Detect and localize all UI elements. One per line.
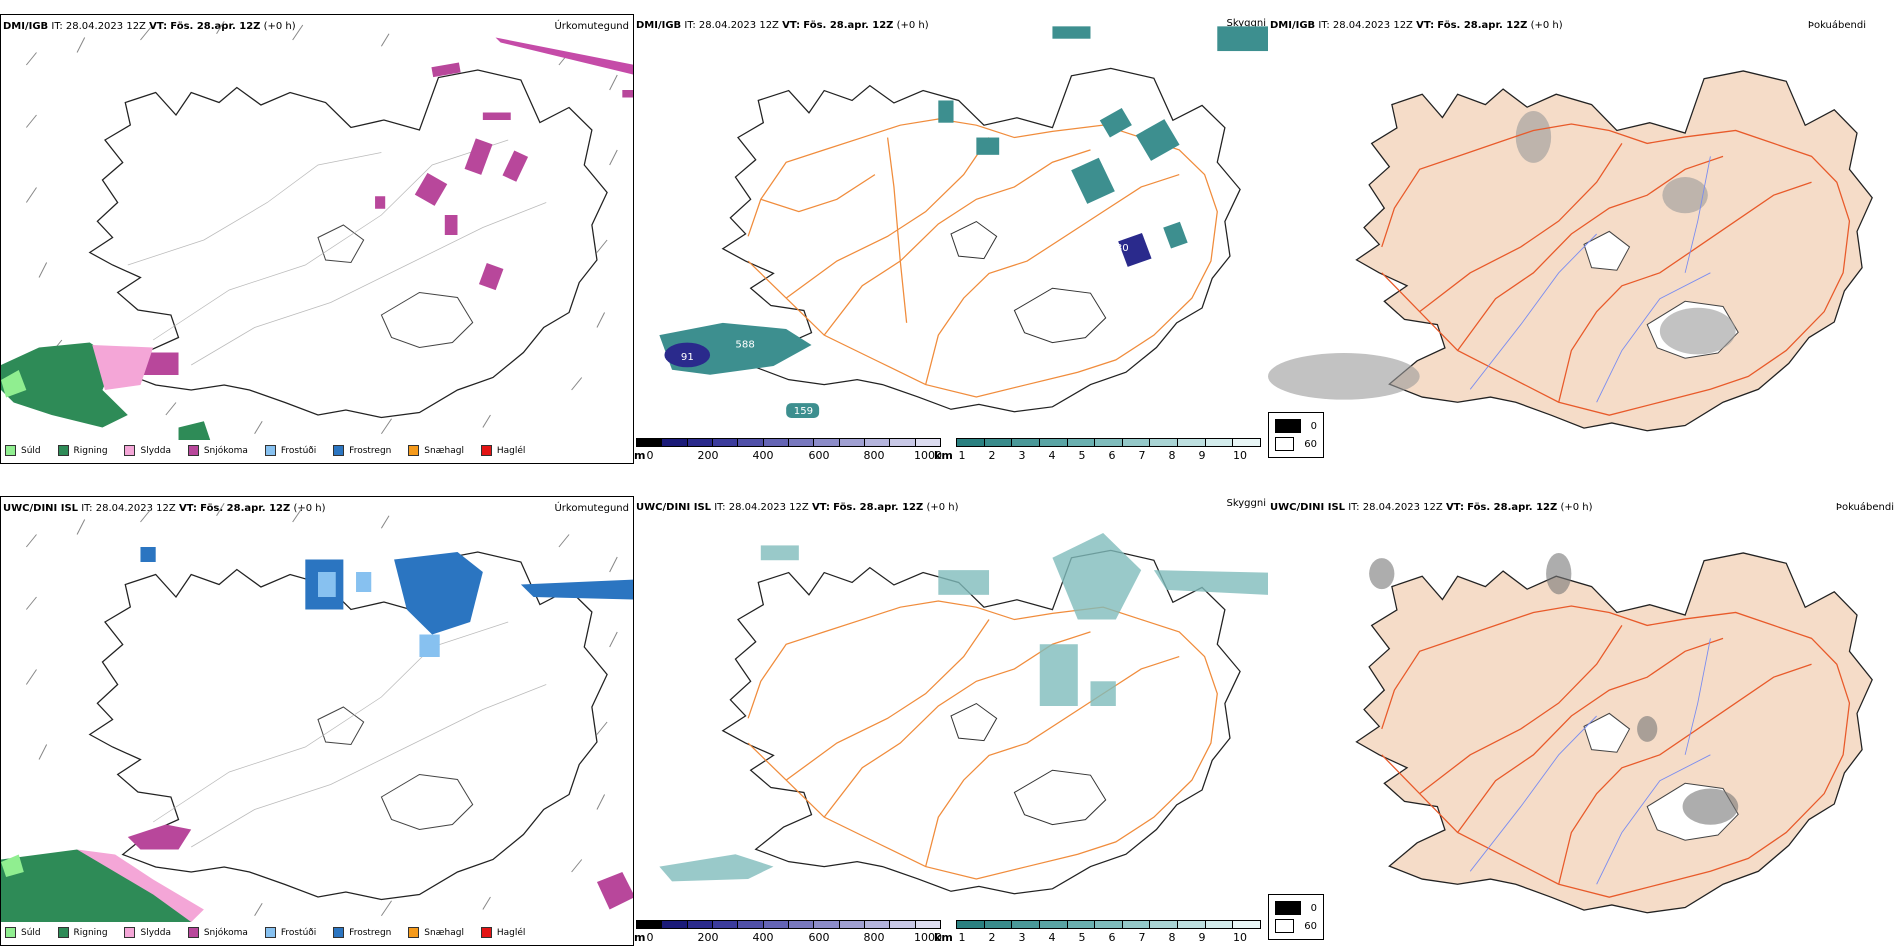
legend-item: Frostúði <box>264 927 316 938</box>
visibility-m-colorbar: m 0 200 400 600 800 1000 <box>634 438 942 463</box>
legend-item: Frostúði <box>264 445 316 456</box>
legend-item: Frostregn <box>333 927 391 938</box>
variable-title: Þokuábendi <box>1835 502 1894 513</box>
variable-title: Úrkomutegund <box>554 503 629 514</box>
visibility-panel-dmi: DMI/IGB IT: 28.04.2023 12Z VT: Fös. 28.a… <box>634 14 1268 464</box>
fog-legend: 0 60 <box>1268 894 1324 940</box>
legend-item: Snæhagl <box>408 445 464 456</box>
variable-title: Þokuábendi <box>1807 20 1866 31</box>
legend-item: Snæhagl <box>408 927 464 938</box>
legend-item: Slydda <box>124 445 171 456</box>
vis-label: 91 <box>681 352 694 363</box>
legend-item: Haglél <box>480 927 525 938</box>
legend-item: Rigning <box>57 927 108 938</box>
visibility-m-colorbar: m 0 200 400 600 800 1000 <box>634 920 942 945</box>
visibility-map: 62 193 30 91 588 159 <box>659 26 1268 418</box>
panel-title: DMI/IGB IT: 28.04.2023 12Z VT: Fös. 28.a… <box>3 21 296 32</box>
fog-legend: 0 60 <box>1268 412 1324 458</box>
visibility-map <box>659 533 1268 895</box>
precip-panel-uwc: UWC/DINI ISL IT: 28.04.2023 12Z VT: Fös.… <box>0 496 634 946</box>
visibility-km-colorbar: km 1 2 3 4 5 6 7 8 9 10 <box>934 438 1261 463</box>
vis-label: 193 <box>1141 226 1160 237</box>
panel-title: UWC/DINI ISL IT: 28.04.2023 12Z VT: Fös.… <box>3 503 326 514</box>
variable-title: Úrkomutegund <box>554 21 629 32</box>
precip-panel-dmi: DMI/IGB IT: 28.04.2023 12Z VT: Fös. 28.a… <box>0 14 634 464</box>
precip-map <box>1 20 633 440</box>
variable-title: Skyggni <box>1226 18 1266 29</box>
panel-title: DMI/IGB IT: 28.04.2023 12Z VT: Fös. 28.a… <box>636 20 929 31</box>
fog-panel-dmi: DMI/IGB IT: 28.04.2023 12Z VT: Fös. 28.a… <box>1268 14 1900 464</box>
legend-item: Rigning <box>57 445 108 456</box>
vis-label: 588 <box>735 340 754 351</box>
precip-legend: Súld Rigning Slydda Snjókoma Frostúði Fr… <box>5 445 539 459</box>
legend-item: Snjókoma <box>187 445 248 456</box>
fog-map <box>1268 70 1873 432</box>
panel-title: UWC/DINI ISL IT: 28.04.2023 12Z VT: Fös.… <box>636 502 959 513</box>
fog-panel-uwc: UWC/DINI ISL IT: 28.04.2023 12Z VT: Fös.… <box>1268 496 1900 946</box>
panel-title: UWC/DINI ISL IT: 28.04.2023 12Z VT: Fös.… <box>1270 502 1593 513</box>
legend-item: Haglél <box>480 445 525 456</box>
precip-map <box>1 502 633 922</box>
vis-label: 159 <box>794 406 813 417</box>
precip-legend: Súld Rigning Slydda Snjókoma Frostúði Fr… <box>5 927 539 941</box>
vis-label: 62 <box>1052 198 1065 209</box>
fog-map <box>1355 552 1873 914</box>
legend-item: Súld <box>5 445 41 456</box>
legend-item: Slydda <box>124 927 171 938</box>
legend-item: Snjókoma <box>187 927 248 938</box>
legend-item: Súld <box>5 927 41 938</box>
variable-title: Skyggni <box>1226 498 1266 509</box>
panel-title: DMI/IGB IT: 28.04.2023 12Z VT: Fös. 28.a… <box>1270 20 1563 31</box>
vis-label: 30 <box>1116 243 1129 254</box>
legend-item: Frostregn <box>333 445 391 456</box>
visibility-panel-uwc: UWC/DINI ISL IT: 28.04.2023 12Z VT: Fös.… <box>634 496 1268 946</box>
visibility-km-colorbar: km 1 2 3 4 5 6 7 8 9 10 <box>934 920 1261 945</box>
